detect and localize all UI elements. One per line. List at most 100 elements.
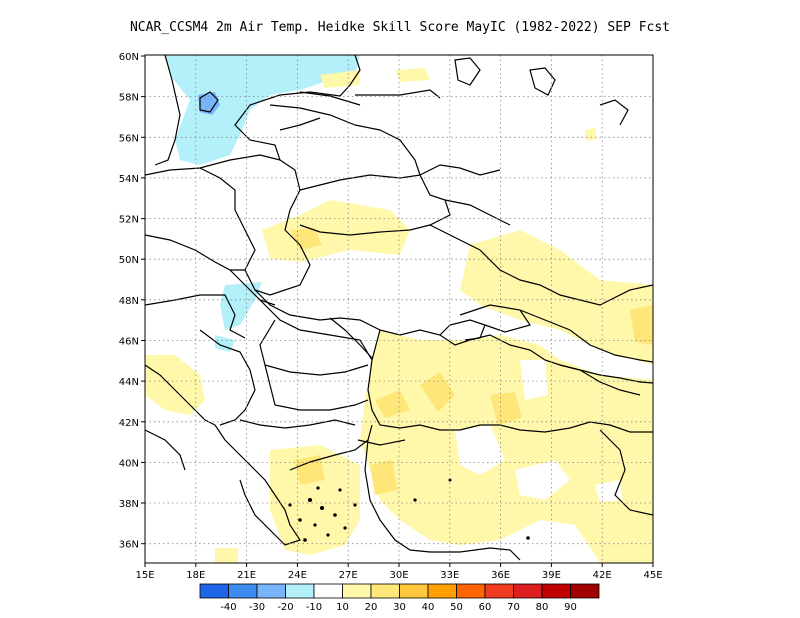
lon-label: 42E bbox=[593, 570, 612, 581]
lon-label: 27E bbox=[339, 570, 358, 581]
lon-label: 45E bbox=[643, 570, 662, 581]
lat-label: 52N bbox=[119, 215, 139, 226]
positive-skill-region bbox=[145, 355, 205, 415]
colorbar-label: -20 bbox=[277, 602, 293, 613]
border-russia bbox=[419, 164, 511, 226]
coastline-baltic bbox=[145, 55, 361, 176]
border-slovakia-hungary bbox=[229, 269, 276, 306]
lake-ladoga bbox=[454, 57, 481, 86]
axis-ticks bbox=[141, 55, 654, 567]
colorbar-swatch bbox=[399, 583, 429, 599]
moderate-positive-region bbox=[370, 460, 398, 495]
colorbar-label: 60 bbox=[479, 602, 492, 613]
border-turkey-east bbox=[599, 429, 653, 516]
moderate-positive-region bbox=[420, 372, 455, 412]
colorbar-swatch bbox=[513, 583, 543, 599]
colorbar-label: 10 bbox=[336, 602, 349, 613]
lat-label: 54N bbox=[119, 174, 139, 185]
negative-skill-region bbox=[165, 55, 360, 165]
strong-negative-region bbox=[198, 92, 220, 115]
coastline-aegean bbox=[289, 424, 373, 471]
border-romania bbox=[259, 299, 373, 376]
colorbar-label: -40 bbox=[220, 602, 236, 613]
coastline-turkey-west bbox=[364, 439, 521, 561]
lon-label: 21E bbox=[237, 570, 256, 581]
lon-label: 15E bbox=[135, 570, 154, 581]
colorbar-label: 40 bbox=[422, 602, 435, 613]
positive-skill-region bbox=[215, 548, 238, 563]
negative-skill-region bbox=[220, 282, 262, 330]
coastline-white-sea bbox=[599, 99, 629, 126]
colorbar-swatch bbox=[199, 583, 229, 599]
coastline-italy bbox=[145, 429, 186, 471]
colorbar-label: -30 bbox=[249, 602, 265, 613]
grid-lines bbox=[145, 55, 653, 563]
border-germany-czech bbox=[145, 234, 245, 271]
border-belarus-north bbox=[354, 124, 421, 176]
lon-label: 18E bbox=[186, 570, 205, 581]
coastline-greece bbox=[214, 424, 301, 546]
lat-label: 42N bbox=[119, 418, 139, 429]
lon-label: 24E bbox=[288, 570, 307, 581]
no-skill-gap bbox=[595, 480, 622, 502]
lat-label: 60N bbox=[119, 52, 139, 63]
border-baltic-states bbox=[269, 91, 361, 131]
colorbar-label: 70 bbox=[507, 602, 520, 613]
coastline-adriatic bbox=[145, 364, 216, 426]
positive-skill-region bbox=[270, 445, 360, 555]
lon-label: 39E bbox=[542, 570, 561, 581]
colorbar-swatch bbox=[342, 583, 372, 599]
colorbar-labels: -40 -30 -20 -10 10 20 30 40 50 60 70 80 90 bbox=[220, 602, 577, 613]
positive-skill-region bbox=[320, 70, 360, 88]
border-caucasus bbox=[519, 309, 653, 363]
lat-label: 56N bbox=[119, 133, 139, 144]
coastline-azov bbox=[459, 304, 531, 333]
moderate-positive-region bbox=[375, 390, 410, 418]
lat-label: 44N bbox=[119, 377, 139, 388]
moderate-positive-region bbox=[490, 392, 522, 425]
border-georgia bbox=[559, 364, 641, 396]
no-skill-gap bbox=[515, 460, 570, 500]
coastline-black-sea bbox=[367, 329, 653, 433]
coastline-crimea bbox=[439, 319, 486, 341]
border-bulgaria bbox=[264, 364, 369, 411]
lat-label: 36N bbox=[119, 540, 139, 551]
border-poland bbox=[199, 159, 311, 296]
negative-skill-region bbox=[215, 335, 235, 352]
colorbar-label: 50 bbox=[450, 602, 463, 613]
colorbar-swatch bbox=[541, 583, 571, 599]
lat-label: 48N bbox=[119, 296, 139, 307]
colorbar-swatch bbox=[285, 583, 315, 599]
colorbar-swatch bbox=[256, 583, 286, 599]
aegean-islands bbox=[288, 478, 530, 542]
lon-label: 33E bbox=[440, 570, 459, 581]
colorbar-swatch bbox=[427, 583, 457, 599]
border-austria-hungary bbox=[145, 294, 246, 339]
lon-label: 36E bbox=[491, 570, 510, 581]
lat-label: 50N bbox=[119, 255, 139, 266]
lat-label: 58N bbox=[119, 93, 139, 104]
lat-label: 40N bbox=[119, 458, 139, 469]
colorbar bbox=[199, 583, 600, 599]
positive-skill-region bbox=[460, 230, 653, 365]
coastline-scandinavia bbox=[154, 55, 181, 166]
border-moldova bbox=[329, 317, 373, 359]
colorbar-swatch bbox=[313, 583, 343, 599]
colorbar-label: 30 bbox=[393, 602, 406, 613]
coastlines-borders bbox=[145, 55, 653, 561]
colorbar-label: -10 bbox=[306, 602, 322, 613]
coastline-gulf-finland bbox=[355, 89, 441, 99]
colorbar-swatch bbox=[370, 583, 400, 599]
colorbar-label: 20 bbox=[365, 602, 378, 613]
colorbar-swatch bbox=[228, 583, 258, 599]
colorbar-swatch bbox=[456, 583, 486, 599]
positive-skill-region bbox=[395, 68, 430, 82]
map-title: NCAR_CCSM4 2m Air Temp. Heidke Skill Sco… bbox=[129, 20, 671, 35]
border-belarus bbox=[299, 174, 451, 236]
positive-skill-region bbox=[585, 128, 596, 140]
coastline-marmara bbox=[357, 439, 406, 446]
lake-onega bbox=[529, 67, 556, 96]
latitude-labels: 60N 58N 56N 54N 52N 50N 48N 46N 44N 42N … bbox=[119, 52, 139, 551]
border-greece-north bbox=[239, 419, 356, 429]
lon-label: 30E bbox=[389, 570, 408, 581]
